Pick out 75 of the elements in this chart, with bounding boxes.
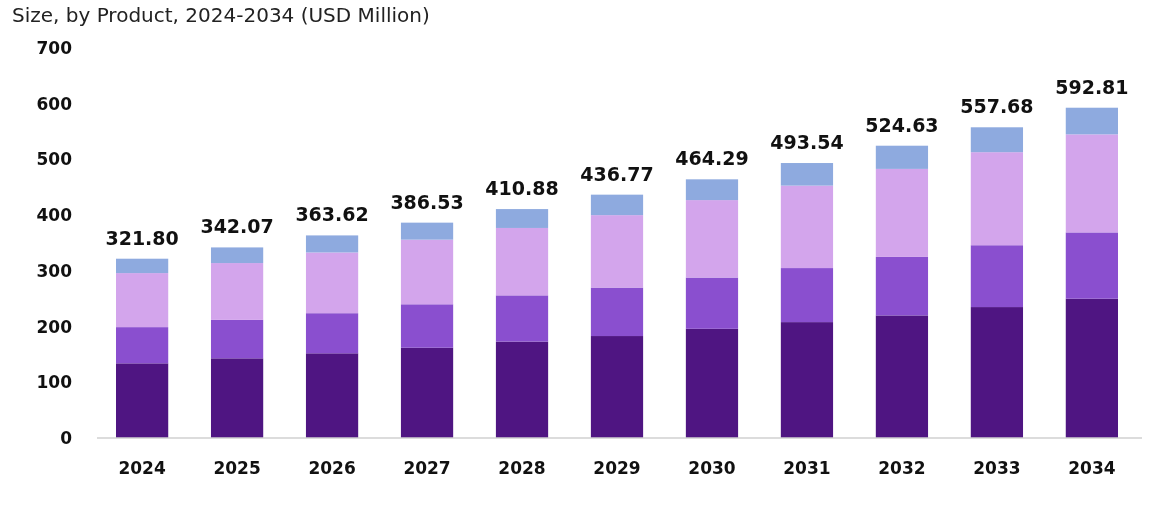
bar bbox=[495, 227, 549, 296]
bar bbox=[685, 277, 739, 329]
x-tick-label: 2026 bbox=[308, 458, 356, 478]
total-label: 410.88 bbox=[485, 177, 559, 200]
bar bbox=[970, 127, 1024, 153]
bar bbox=[780, 268, 834, 323]
total-label: 557.68 bbox=[960, 95, 1034, 118]
y-tick-label: 300 bbox=[36, 260, 73, 281]
bar bbox=[970, 245, 1024, 308]
y-tick-label: 600 bbox=[36, 93, 73, 114]
bar bbox=[495, 295, 549, 342]
bar bbox=[780, 322, 834, 438]
bar bbox=[685, 328, 739, 438]
total-label: 592.81 bbox=[1055, 75, 1129, 98]
bar bbox=[495, 209, 549, 228]
bar bbox=[210, 247, 264, 264]
total-label: 321.80 bbox=[105, 226, 179, 249]
y-tick-label: 0 bbox=[60, 427, 73, 448]
bar bbox=[1065, 232, 1119, 299]
bar bbox=[685, 200, 739, 278]
bar bbox=[305, 313, 359, 354]
x-tick-label: 2027 bbox=[403, 458, 451, 478]
bar bbox=[400, 304, 454, 348]
x-tick-label: 2024 bbox=[118, 458, 166, 478]
bar bbox=[970, 152, 1024, 246]
bar bbox=[210, 263, 264, 320]
total-label: 386.53 bbox=[390, 190, 464, 213]
bar bbox=[210, 319, 264, 359]
bar bbox=[1065, 134, 1119, 233]
bar bbox=[685, 179, 739, 201]
bar bbox=[875, 145, 929, 169]
total-label: 493.54 bbox=[770, 131, 844, 154]
x-tick-label: 2031 bbox=[783, 458, 831, 478]
bar bbox=[970, 307, 1024, 438]
bar bbox=[116, 258, 169, 274]
bar bbox=[780, 185, 834, 269]
total-label: 436.77 bbox=[580, 162, 654, 185]
bar bbox=[590, 336, 644, 438]
bar bbox=[590, 194, 644, 216]
total-label: 464.29 bbox=[675, 147, 749, 170]
total-label: 342.07 bbox=[200, 215, 274, 238]
x-tick-label: 2029 bbox=[593, 458, 641, 478]
x-tick-label: 2025 bbox=[213, 458, 261, 478]
y-tick-label: 200 bbox=[36, 316, 73, 337]
bar bbox=[210, 358, 264, 438]
bar bbox=[116, 363, 169, 438]
x-tick-label: 2028 bbox=[498, 458, 546, 478]
bar bbox=[400, 222, 454, 240]
bar bbox=[400, 347, 454, 438]
bar bbox=[116, 327, 169, 364]
y-tick-label: 500 bbox=[36, 149, 73, 170]
total-label: 524.63 bbox=[865, 113, 939, 136]
bar bbox=[780, 163, 834, 186]
y-tick-label: 700 bbox=[36, 37, 73, 58]
bar bbox=[1065, 107, 1119, 135]
bar bbox=[305, 235, 359, 253]
x-tick-label: 2034 bbox=[1068, 458, 1116, 478]
bar bbox=[495, 341, 549, 438]
x-tick-label: 2032 bbox=[878, 458, 926, 478]
bar bbox=[875, 256, 929, 316]
total-label: 363.62 bbox=[295, 203, 369, 226]
bar bbox=[1065, 298, 1119, 438]
bar bbox=[875, 168, 929, 257]
bar bbox=[305, 252, 359, 314]
x-tick-label: 2030 bbox=[688, 458, 736, 478]
bar bbox=[116, 273, 169, 328]
bar bbox=[590, 215, 644, 288]
chart-title: Size, by Product, 2024-2034 (USD Million) bbox=[12, 3, 430, 27]
y-tick-label: 400 bbox=[36, 205, 73, 226]
bar bbox=[590, 287, 644, 337]
bar bbox=[400, 239, 454, 305]
bar bbox=[305, 353, 359, 438]
x-tick-label: 2033 bbox=[973, 458, 1021, 478]
bar bbox=[875, 315, 929, 438]
y-tick-label: 100 bbox=[36, 372, 73, 393]
